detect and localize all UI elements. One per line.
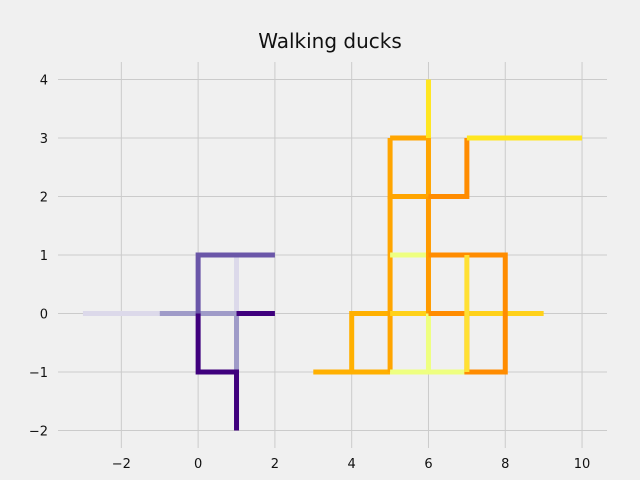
duck-paths — [82, 79, 583, 431]
y-tick-label: 1 — [40, 249, 48, 264]
y-tick-label: −1 — [29, 366, 48, 381]
x-tick-label: 2 — [271, 457, 279, 472]
duck-path-15 — [428, 252, 508, 375]
x-tick-label: 4 — [348, 457, 356, 472]
y-tick-label: −2 — [29, 424, 48, 439]
duck-path-3 — [195, 252, 275, 314]
y-tick-label: 3 — [40, 132, 48, 147]
x-tick-label: 8 — [501, 457, 509, 472]
y-tick-labels: −2 −1 0 1 2 3 4 — [29, 74, 48, 440]
x-tick-labels: −2 0 2 4 6 8 10 — [112, 457, 591, 472]
x-tick-label: −2 — [112, 457, 131, 472]
x-tick-label: 10 — [574, 457, 591, 472]
duck-path-14 — [428, 138, 470, 200]
chart-title: Walking ducks — [258, 29, 402, 53]
x-tick-label: 6 — [424, 457, 432, 472]
duck-path-5 — [195, 313, 240, 431]
y-tick-label: 4 — [40, 74, 48, 89]
duck-path-7 — [349, 310, 391, 372]
x-tick-label: 0 — [194, 457, 202, 472]
y-tick-label: 0 — [40, 307, 48, 322]
y-tick-label: 2 — [40, 191, 48, 206]
